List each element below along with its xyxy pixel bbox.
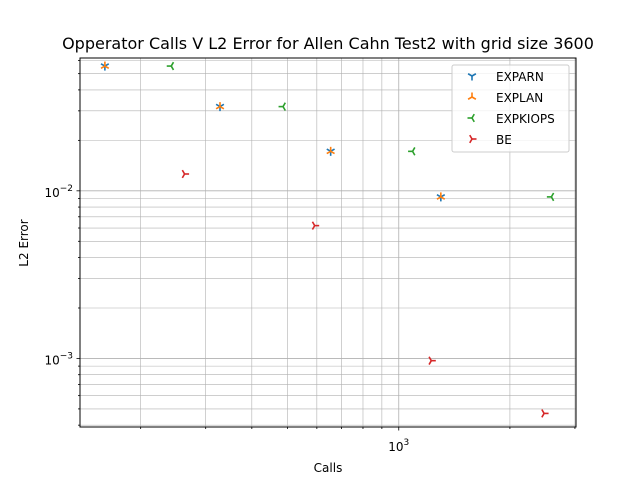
data-point-be [541,409,549,418]
legend-box [451,64,570,153]
legend-label-exparn: EXPARN [496,70,544,84]
data-point-be [181,169,190,179]
data-point-explan [436,192,446,200]
data-points [100,61,555,418]
x-tick-label: 103 [388,438,409,454]
axis-ticks: 103 10−3 10−2 [44,59,576,454]
data-point-expkiops [278,102,286,111]
chart-title: Opperator Calls V L2 Error for Allen Cah… [62,34,594,53]
data-point-be [428,356,436,365]
legend-label-expkiops: EXPKIOPS [496,112,555,126]
x-axis-label: Calls [314,461,343,475]
legend-marker-expkiops [467,113,475,123]
data-point-expkiops [546,192,555,202]
legend: EXPARN EXPLAN EXPKIOPS BE [451,64,570,153]
legend-marker-exparn [467,73,477,81]
data-point-explan [326,146,335,155]
y-tick-label: 10−2 [44,184,73,200]
y-axis-label: L2 Error [17,219,31,266]
legend-label-be: BE [496,133,512,147]
data-point-explan [215,102,225,110]
legend-marker-explan [467,92,477,100]
plot-area-frame [79,57,577,428]
data-point-explan [100,61,110,70]
legend-markers [467,73,477,144]
legend-marker-be [469,134,477,144]
grid [80,58,576,427]
y-tick-label: 10−3 [44,351,73,367]
legend-label-explan: EXPLAN [496,91,543,105]
data-point-be [311,221,320,230]
data-point-expkiops [408,147,416,156]
data-point-expkiops [166,61,175,71]
